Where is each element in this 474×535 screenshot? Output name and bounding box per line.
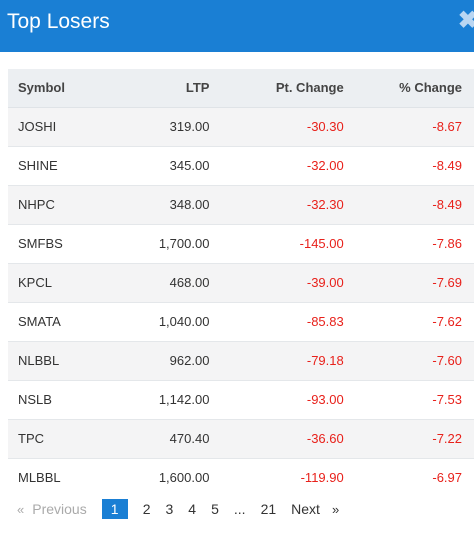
losers-table: Symbol LTP Pt. Change % Change JOSHI 319.… (8, 69, 474, 497)
symbol-cell[interactable]: TPC (18, 431, 44, 446)
next-page-button[interactable]: Next (291, 501, 320, 517)
pt-change-cell: -39.00 (306, 275, 344, 290)
close-icon[interactable]: ✖ (457, 7, 474, 34)
page-button-4[interactable]: 4 (188, 501, 197, 517)
table-row[interactable]: NLBBL 962.00 -79.18 -7.60 (8, 341, 474, 380)
ltp-cell: 1,142.00 (158, 392, 210, 407)
pt-change-cell: -79.18 (306, 353, 344, 368)
ltp-cell: 345.00 (169, 158, 210, 173)
symbol-cell[interactable]: MLBBL (18, 470, 61, 486)
ltp-cell: 1,700.00 (158, 236, 210, 251)
pct-change-cell: -7.86 (432, 236, 462, 251)
pt-change-cell: -32.00 (306, 158, 344, 173)
page-button-1[interactable]: 1 (101, 499, 128, 519)
pct-change-cell: -8.49 (432, 158, 462, 173)
symbol-cell[interactable]: NSLB (18, 392, 52, 407)
ltp-cell: 1,600.00 (158, 470, 210, 486)
table-header-row: Symbol LTP Pt. Change % Change (8, 69, 474, 108)
symbol-cell[interactable]: SMFBS (18, 236, 63, 251)
pct-change-cell: -7.69 (432, 275, 462, 290)
pct-change-cell: -7.60 (432, 353, 462, 368)
symbol-cell[interactable]: SMATA (18, 314, 61, 329)
pt-change-cell: -85.83 (306, 314, 344, 329)
pt-change-cell: -93.00 (306, 392, 344, 407)
pt-change-cell: -119.90 (300, 470, 344, 486)
pt-change-cell: -36.60 (306, 431, 344, 446)
pct-change-cell: -7.53 (432, 392, 462, 407)
symbol-cell[interactable]: KPCL (18, 275, 52, 290)
table-row[interactable]: SMFBS 1,700.00 -145.00 -7.86 (8, 224, 474, 263)
ltp-cell: 1,040.00 (158, 314, 210, 329)
column-header-pt-change[interactable]: Pt. Change (209, 69, 344, 108)
column-header-ltp[interactable]: LTP (119, 69, 210, 108)
table-row[interactable]: TPC 470.40 -36.60 -7.22 (8, 419, 474, 458)
table-row[interactable]: NSLB 1,142.00 -93.00 -7.53 (8, 380, 474, 419)
table-row[interactable]: SMATA 1,040.00 -85.83 -7.62 (8, 302, 474, 341)
page-ellipsis: ... (233, 501, 246, 517)
ltp-cell: 470.40 (169, 431, 210, 446)
table-row[interactable]: JOSHI 319.00 -30.30 -8.67 (8, 107, 474, 146)
pct-change-cell: -6.97 (432, 470, 462, 486)
previous-page-button: Previous (32, 501, 87, 517)
ltp-cell: 348.00 (169, 197, 210, 212)
ltp-cell: 468.00 (169, 275, 210, 290)
pagination: « Previous 1 2 3 4 5 ... 21 Next » (17, 498, 339, 520)
symbol-cell[interactable]: SHINE (18, 158, 58, 173)
first-page-icon: « (17, 501, 25, 517)
column-header-symbol[interactable]: Symbol (8, 69, 120, 108)
ltp-cell: 319.00 (169, 119, 210, 134)
pct-change-cell: -7.22 (432, 431, 462, 446)
page-button-2[interactable]: 2 (142, 501, 151, 517)
symbol-cell[interactable]: NHPC (18, 197, 55, 212)
pct-change-cell: -8.49 (432, 197, 462, 212)
table-row[interactable]: KPCL 468.00 -39.00 -7.69 (8, 263, 474, 302)
symbol-cell[interactable]: JOSHI (18, 119, 57, 134)
pct-change-cell: -8.67 (432, 119, 462, 134)
table-row[interactable]: SHINE 345.00 -32.00 -8.49 (8, 146, 474, 185)
last-page-icon[interactable]: » (331, 501, 340, 517)
page-button-21[interactable]: 21 (260, 501, 277, 517)
column-header-pct-change[interactable]: % Change (343, 69, 474, 108)
table-row[interactable]: NHPC 348.00 -32.30 -8.49 (8, 185, 474, 224)
pt-change-cell: -145.00 (299, 236, 344, 251)
modal-header: Top Losers ✖ (0, 0, 474, 52)
page-button-3[interactable]: 3 (165, 501, 174, 517)
modal-title: Top Losers (7, 10, 110, 33)
page-button-5[interactable]: 5 (211, 501, 219, 517)
ltp-cell: 962.00 (169, 353, 210, 368)
pct-change-cell: -7.62 (432, 314, 462, 329)
symbol-cell[interactable]: NLBBL (18, 353, 60, 368)
table-row[interactable]: MLBBL 1,600.00 -119.90 -6.97 (8, 458, 474, 497)
pt-change-cell: -30.30 (306, 119, 344, 134)
pt-change-cell: -32.30 (306, 197, 344, 212)
